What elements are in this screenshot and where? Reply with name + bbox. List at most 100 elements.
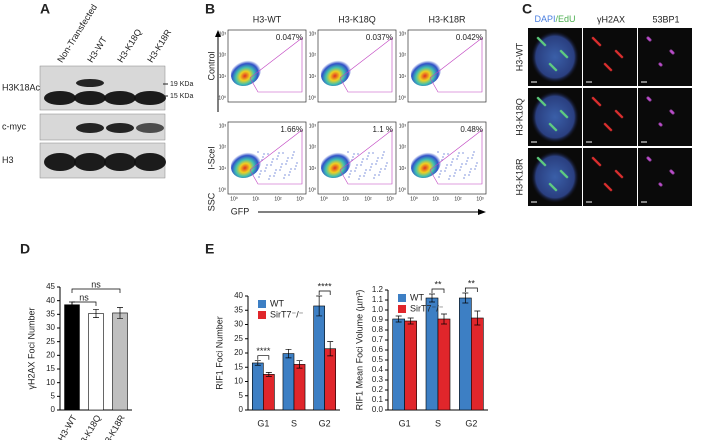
flow-event (371, 163, 373, 165)
flow-event (368, 152, 370, 154)
focus (620, 55, 624, 59)
micro-image (583, 28, 637, 86)
flow-y-tick: 10¹ (399, 166, 407, 172)
flow-event (269, 175, 271, 177)
x-tick-label: G2 (319, 418, 331, 428)
flow-event (460, 166, 462, 168)
x-tick-label: S (435, 418, 441, 428)
flow-density (230, 57, 262, 87)
flow-y-tick: 10⁰ (218, 95, 226, 101)
flow-event (370, 166, 372, 168)
error-bar (265, 372, 272, 377)
band (74, 153, 106, 171)
flow-event (279, 169, 281, 171)
y-tick-label: 5 (239, 391, 244, 400)
channel-name: DAPI (534, 14, 555, 24)
legend-swatch (398, 294, 406, 302)
focus (648, 158, 652, 162)
flow-event (277, 155, 279, 157)
y-tick-label: 0.8 (372, 325, 384, 334)
flow-event (476, 162, 478, 164)
flow-gate (249, 37, 303, 93)
flow-event (353, 153, 355, 155)
flow-event (347, 151, 349, 153)
flow-x-tick: 10¹ (252, 196, 260, 202)
y-tick-label: 15 (46, 364, 55, 373)
flow-event (259, 173, 261, 175)
bar (251, 362, 264, 411)
x-tick-label: S (291, 418, 297, 428)
focus (659, 63, 663, 67)
flow-y-tick: 10³ (399, 31, 407, 37)
flow-y-tick: 10² (309, 53, 317, 59)
error-bar (316, 295, 323, 317)
flow-event (454, 172, 456, 174)
y-tick-label: 40 (46, 296, 55, 305)
focus (609, 68, 613, 72)
y-tick-label: 0.5 (372, 355, 384, 364)
panel-letter: A (40, 1, 50, 17)
flow-x-tick: 10¹ (342, 196, 350, 202)
micro-image (583, 148, 637, 206)
flow-y-tick: 10¹ (399, 74, 407, 80)
lane-label: H3-K18Q (115, 27, 143, 64)
band (106, 123, 134, 133)
focus (565, 115, 569, 119)
significance-bracket (464, 287, 478, 292)
flow-event (291, 157, 293, 159)
flow-event (278, 152, 280, 154)
flow-event (367, 155, 369, 157)
flow-event (437, 151, 439, 153)
error-bar (93, 309, 99, 318)
y-tick-label: 20 (46, 350, 55, 359)
panel-letter: D (20, 241, 30, 257)
flow-event (348, 176, 350, 178)
flow-event (274, 172, 276, 174)
focus (620, 115, 624, 119)
flow-y-tick: 10² (309, 145, 317, 151)
flow-event (282, 152, 284, 154)
flow-event (381, 157, 383, 159)
flow-event (280, 166, 282, 168)
flow-event (362, 158, 364, 160)
flow-y-tick: 10⁰ (398, 95, 406, 101)
significance-bracket (71, 301, 97, 306)
gate-percentage: 0.037% (366, 33, 393, 42)
flow-event (450, 164, 452, 166)
flow-density (410, 149, 442, 179)
gate-percentage: 0.047% (276, 33, 303, 42)
flow-gate (429, 129, 483, 185)
y-tick-label: 0.0 (372, 405, 384, 414)
flow-event (445, 167, 447, 169)
y-tick-label: 1.0 (372, 305, 384, 314)
significance-label: **** (318, 281, 333, 291)
flow-event (295, 165, 297, 167)
flow-y-tick: 10⁰ (398, 187, 406, 193)
bar (64, 304, 80, 411)
significance-label: ns (91, 279, 101, 289)
flow-gate (429, 37, 483, 93)
x-tick-label: G1 (399, 418, 411, 428)
flow-event (455, 169, 457, 171)
flow-event (377, 157, 379, 159)
flow-event (385, 165, 387, 167)
gate-percentage: 0.042% (456, 33, 483, 42)
bar (324, 348, 337, 411)
flow-event (262, 156, 264, 158)
error-bar (327, 341, 334, 357)
channel-header: 53BP1 (652, 14, 679, 24)
legend-label: SirT7⁻/⁻ (410, 303, 444, 313)
flow-event (293, 151, 295, 153)
micro-image (583, 88, 637, 146)
bar (404, 320, 417, 411)
band (104, 153, 136, 171)
y-tick-label: 20 (234, 348, 243, 357)
error-bar (429, 293, 435, 303)
flow-event (369, 169, 371, 171)
focus (543, 103, 547, 107)
flow-y-tick: 10¹ (309, 74, 317, 80)
flow-event (288, 174, 290, 176)
y-tick-label: 0.2 (372, 385, 384, 394)
band (134, 91, 166, 105)
